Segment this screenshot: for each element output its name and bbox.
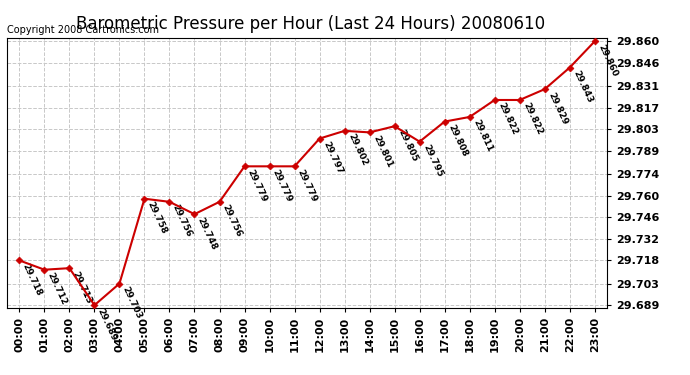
Text: 29.748: 29.748 <box>196 216 219 251</box>
Text: 29.797: 29.797 <box>321 140 344 176</box>
Text: 29.779: 29.779 <box>246 168 269 203</box>
Text: 29.689: 29.689 <box>96 307 119 342</box>
Text: 29.829: 29.829 <box>546 91 569 126</box>
Text: 29.860: 29.860 <box>596 43 619 78</box>
Text: 29.808: 29.808 <box>446 123 469 158</box>
Text: 29.822: 29.822 <box>496 101 519 136</box>
Text: 29.779: 29.779 <box>296 168 319 203</box>
Text: 29.779: 29.779 <box>271 168 294 203</box>
Text: 29.811: 29.811 <box>471 118 494 154</box>
Text: 29.713: 29.713 <box>71 270 94 305</box>
Text: 29.802: 29.802 <box>346 132 368 167</box>
Text: 29.758: 29.758 <box>146 200 169 236</box>
Text: 29.801: 29.801 <box>371 134 394 169</box>
Text: Copyright 2008 Cartronics.com: Copyright 2008 Cartronics.com <box>7 25 159 35</box>
Text: 29.712: 29.712 <box>46 271 69 306</box>
Text: 29.822: 29.822 <box>521 101 544 136</box>
Text: 29.843: 29.843 <box>571 69 594 104</box>
Text: 29.805: 29.805 <box>396 128 419 163</box>
Text: 29.756: 29.756 <box>221 203 244 238</box>
Text: 29.756: 29.756 <box>171 203 194 238</box>
Text: 29.718: 29.718 <box>21 262 43 297</box>
Text: 29.795: 29.795 <box>421 143 444 178</box>
Text: 29.703: 29.703 <box>121 285 144 320</box>
Text: Barometric Pressure per Hour (Last 24 Hours) 20080610: Barometric Pressure per Hour (Last 24 Ho… <box>76 15 545 33</box>
